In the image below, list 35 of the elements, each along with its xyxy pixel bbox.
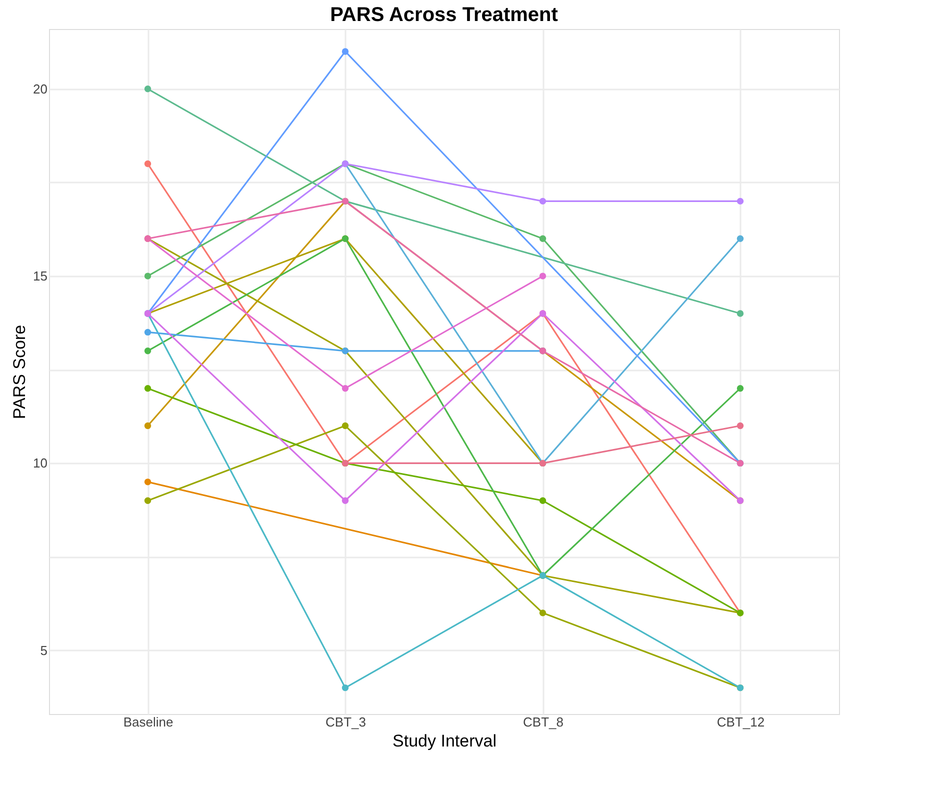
point xyxy=(539,272,546,280)
x-tick-label: Baseline xyxy=(123,714,174,730)
point xyxy=(144,478,152,486)
point xyxy=(342,497,349,504)
point xyxy=(736,422,744,430)
y-tick-label: 10 xyxy=(33,456,48,471)
chart-title: PARS Across Treatment xyxy=(330,4,558,26)
point xyxy=(144,160,152,168)
point xyxy=(736,310,744,317)
point xyxy=(342,48,349,55)
y-tick-label: 5 xyxy=(40,642,48,658)
point xyxy=(342,384,349,392)
point xyxy=(144,497,152,504)
point xyxy=(144,272,152,280)
point xyxy=(342,422,349,430)
point xyxy=(342,684,349,692)
x-tick-label: CBT_3 xyxy=(326,714,366,730)
point xyxy=(144,328,152,336)
point xyxy=(144,422,152,430)
point xyxy=(736,235,744,242)
point xyxy=(539,497,546,504)
point xyxy=(144,384,152,392)
y-tick-label: 15 xyxy=(33,268,48,284)
y-axis-title: PARS Score xyxy=(10,324,30,420)
point xyxy=(144,86,152,92)
point xyxy=(144,348,152,354)
x-tick-label: CBT_12 xyxy=(716,714,765,730)
point xyxy=(539,198,546,205)
point xyxy=(539,235,546,242)
x-tick-label: CBT_8 xyxy=(523,714,564,730)
point xyxy=(736,198,744,205)
x-axis-title: Study Interval xyxy=(392,732,496,750)
point xyxy=(736,384,744,392)
y-tick-label: 20 xyxy=(33,81,48,96)
point xyxy=(539,610,546,616)
